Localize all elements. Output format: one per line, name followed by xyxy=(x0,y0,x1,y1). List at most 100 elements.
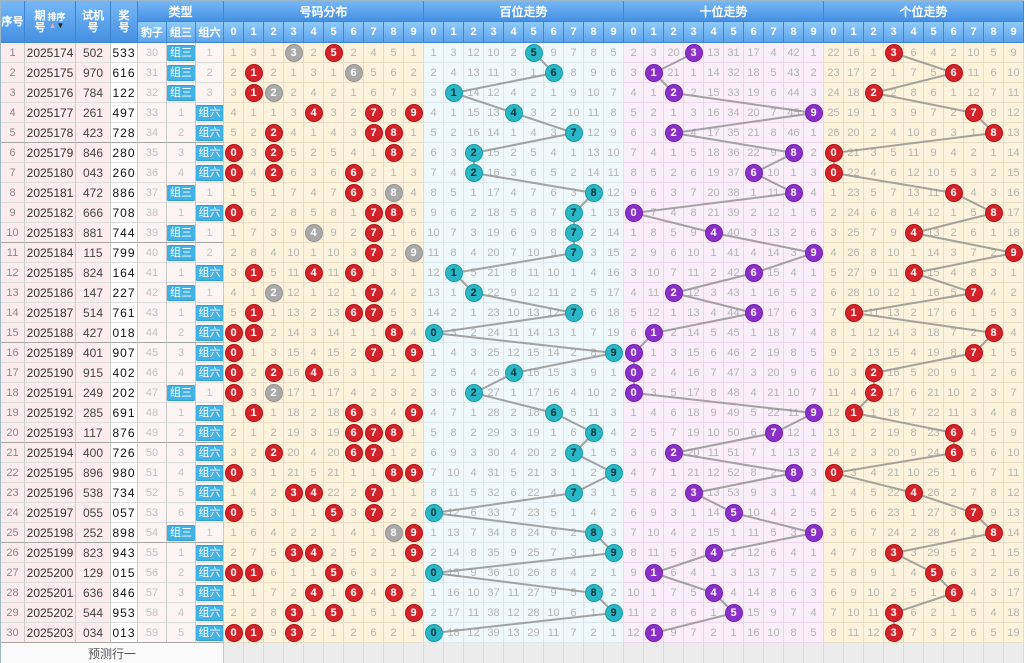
cell-shi-miss: 21 xyxy=(764,383,784,403)
cell-dist-miss: 2 xyxy=(244,443,264,463)
cell-shi-miss: 3 xyxy=(704,283,724,303)
sort-desc-icon[interactable]: ▼ xyxy=(56,21,65,30)
miss-count: 5 xyxy=(950,286,957,299)
cell-bai-miss: 8 xyxy=(504,263,524,283)
miss-count: 8 xyxy=(750,466,757,479)
cell-bai-miss: 2 xyxy=(424,63,444,83)
miss-count: 2 xyxy=(850,446,857,459)
miss-count: 7 xyxy=(670,266,677,279)
cell-dist-miss: 3 xyxy=(324,103,344,123)
miss-count: 1 xyxy=(570,326,577,339)
cell-dist-miss: 15 xyxy=(284,343,304,363)
cell-ge-miss: 2 xyxy=(944,623,964,643)
miss-count: 17 xyxy=(927,306,940,319)
cell-shi-miss: 5 xyxy=(704,323,724,343)
hit-ball-ge-8: 8 xyxy=(984,123,1003,142)
cell-shi-miss: 20 xyxy=(764,363,784,383)
miss-count: 8 xyxy=(890,206,897,219)
cell-shi-hit: 1 xyxy=(644,323,664,343)
miss-count: 14 xyxy=(827,446,840,459)
miss-count: 5 xyxy=(810,346,817,359)
miss-count: 3 xyxy=(390,266,397,279)
cell-dist-miss: 2 xyxy=(264,323,284,343)
cell-bai-miss: 30 xyxy=(484,443,504,463)
cell-shi-miss: 3 xyxy=(784,523,804,543)
cell-bai-miss: 9 xyxy=(584,63,604,83)
cell-ge-hit: 2 xyxy=(864,83,884,103)
miss-count: 17 xyxy=(687,386,700,399)
miss-count: 1 xyxy=(270,186,277,199)
cell-shi-miss: 6 xyxy=(624,123,644,143)
cell-ge-miss: 8 xyxy=(904,83,924,103)
cell-ge-miss: 27 xyxy=(844,263,864,283)
cell-bai-miss: 1 xyxy=(584,443,604,463)
miss-count: 23 xyxy=(827,66,840,79)
miss-count: 10 xyxy=(287,246,300,259)
cell-shi-miss: 6 xyxy=(684,603,704,623)
badge-group3: 组三 xyxy=(167,44,195,61)
cell-ge-miss: 5 xyxy=(984,423,1004,443)
cell-shi-miss: 42 xyxy=(724,263,744,283)
cell-shi-miss: 21 xyxy=(684,463,704,483)
cell-ge-miss: 1 xyxy=(844,323,864,343)
cell-group3: 1 xyxy=(167,263,196,283)
cell-dist-miss: 1 xyxy=(284,63,304,83)
miss-count: 1 xyxy=(410,46,417,59)
cell-ge-miss: 2 xyxy=(984,243,1004,263)
cell-ge-miss: 20 xyxy=(884,443,904,463)
cell-bai-miss: 3 xyxy=(464,343,484,363)
miss-count: 50 xyxy=(727,426,740,439)
miss-count: 19 xyxy=(1007,626,1020,639)
cell-dist-hit: 6 xyxy=(344,183,364,203)
miss-count: 6 xyxy=(410,226,417,239)
miss-count: 7 xyxy=(870,526,877,539)
cell-ge-miss: 3 xyxy=(964,563,984,583)
cell-shi-miss: 6 xyxy=(804,363,824,383)
miss-count: 2 xyxy=(310,526,317,539)
miss-count: 6 xyxy=(450,206,457,219)
miss-count: 19 xyxy=(767,346,780,359)
cell-group3: 2 xyxy=(167,323,196,343)
miss-count: 1 xyxy=(1010,266,1017,279)
miss-count: 22 xyxy=(747,146,760,159)
cell-bai-miss: 4 xyxy=(504,443,524,463)
hit-ball-dist-3: 3 xyxy=(284,543,303,562)
hit-ball-dist-8: 8 xyxy=(384,523,403,542)
cell-shi-miss: 1 xyxy=(704,243,724,263)
cell-bai-hit: 4 xyxy=(504,103,524,123)
miss-count: 2 xyxy=(670,326,677,339)
row-prize: 943 xyxy=(111,543,138,563)
sort-control[interactable]: 排序 ▲▼ xyxy=(47,13,65,30)
cell-dist-miss: 1 xyxy=(384,603,404,623)
sort-asc-icon[interactable]: ▲ xyxy=(48,21,57,30)
cell-shi-miss: 7 xyxy=(764,563,784,583)
hit-ball-bai-6: 6 xyxy=(544,403,563,422)
miss-count: 1 xyxy=(790,486,797,499)
miss-count: 1 xyxy=(570,506,577,519)
cell-dist-miss: 1 xyxy=(304,123,324,143)
cell-shi-miss: 39 xyxy=(724,203,744,223)
cell-shi-hit: 1 xyxy=(644,623,664,643)
cell-shi-miss: 1 xyxy=(664,463,684,483)
cell-group3: 2 xyxy=(167,563,196,583)
row-test: 427 xyxy=(76,323,111,343)
cell-shi-miss: 4 xyxy=(724,583,744,603)
cell-bai-miss: 1 xyxy=(424,523,444,543)
cell-ge-hit: 2 xyxy=(864,363,884,383)
cell-group6: 组六 xyxy=(196,123,224,143)
cell-dist-miss: 4 xyxy=(284,123,304,143)
row-prize: 691 xyxy=(111,403,138,423)
miss-count: 9 xyxy=(850,586,857,599)
hit-ball-dist-0: 0 xyxy=(224,383,243,402)
hit-ball-dist-6: 6 xyxy=(344,183,363,202)
cell-ge-miss: 4 xyxy=(864,163,884,183)
miss-count: 11 xyxy=(907,146,920,159)
miss-count: 2 xyxy=(750,346,757,359)
cell-bai-miss: 39 xyxy=(484,623,504,643)
miss-count: 11 xyxy=(647,546,660,559)
cell-ge-miss: 3 xyxy=(984,263,1004,283)
miss-count: 11 xyxy=(847,626,860,639)
miss-count: 2 xyxy=(390,626,397,639)
cell-shi-miss: 17 xyxy=(704,123,724,143)
cell-dist-miss: 4 xyxy=(304,83,324,103)
